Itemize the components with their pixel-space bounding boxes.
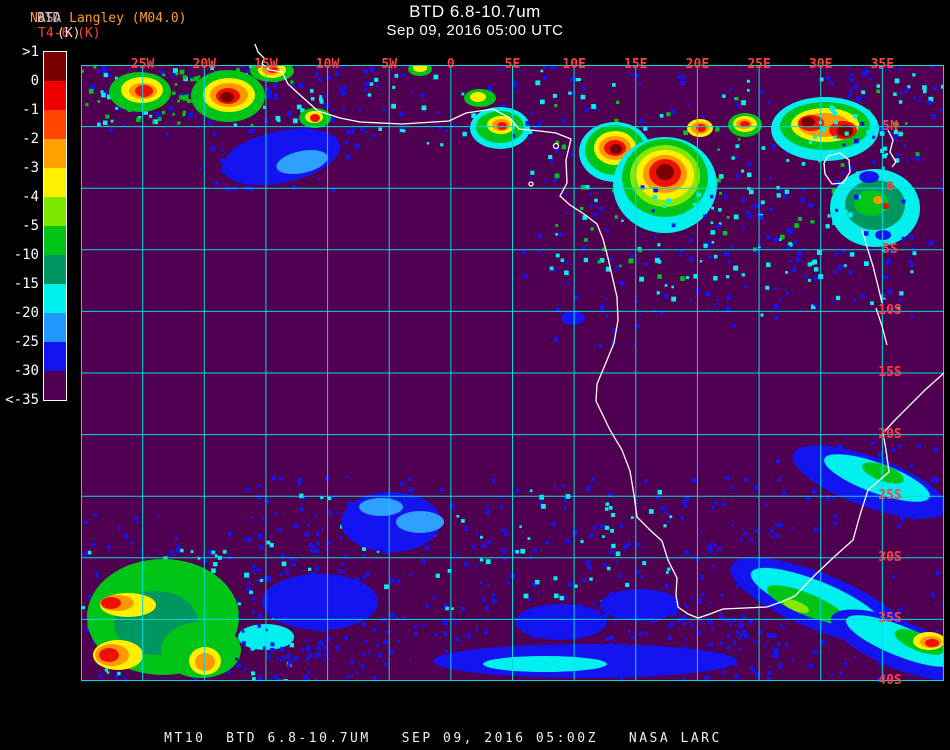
legend-color-bar bbox=[43, 51, 67, 401]
map-plot bbox=[81, 43, 945, 681]
legend-tick: -4 bbox=[22, 189, 39, 205]
legend-tick: -2 bbox=[22, 131, 39, 147]
legend-color-box bbox=[44, 342, 66, 371]
longitude-tick: 10W bbox=[315, 57, 340, 72]
image-title: BTD 6.8-10.7um Sep 09, 2016 05:00 UTC bbox=[0, 2, 950, 39]
map-canvas: 25W 20W 15W 10W 5W 0 5E 10E 15E 20E 25E 30E 35E 5N 0 5… bbox=[81, 43, 945, 688]
longitude-tick: 5E bbox=[504, 57, 521, 72]
latitude-tick: 35S bbox=[878, 611, 902, 627]
footer-caption: MT10 BTD 6.8-10.7UM SEP 09, 2016 05:00Z … bbox=[164, 731, 722, 746]
lake-turkana-outline bbox=[887, 129, 897, 168]
legend-color-box bbox=[44, 255, 66, 284]
latitude-tick: 15S bbox=[878, 365, 902, 380]
legend-color-box bbox=[44, 139, 66, 168]
units-label: T4-6 (K) bbox=[38, 26, 101, 41]
units-overlay-label: (K) bbox=[57, 26, 81, 41]
longitude-tick: 0 bbox=[446, 57, 455, 72]
latitude-tick: 25S bbox=[878, 488, 902, 504]
longitude-tick: 30E bbox=[808, 57, 833, 72]
legend-tick: -10 bbox=[13, 247, 39, 263]
site-label: NASA Langley (M04.0) bbox=[30, 11, 187, 26]
longitude-tick: 15E bbox=[624, 57, 648, 72]
legend-color-box bbox=[44, 81, 66, 110]
latitude-tick: 30S bbox=[878, 549, 902, 565]
legend-color-box bbox=[44, 110, 66, 139]
legend-color-box bbox=[44, 168, 66, 197]
rift-lake-outline bbox=[861, 229, 883, 304]
legend-color-box bbox=[44, 197, 66, 226]
cloud-layer bbox=[81, 65, 944, 681]
africa-coastline bbox=[254, 43, 945, 619]
legend-tick: -3 bbox=[22, 160, 39, 176]
latitude-tick: 10S bbox=[878, 303, 902, 319]
legend-color-box bbox=[44, 313, 66, 342]
legend-color-box bbox=[44, 226, 66, 255]
lake-victoria-outline bbox=[823, 152, 851, 185]
longitude-tick: 20E bbox=[685, 57, 710, 72]
legend-tick: -5 bbox=[22, 218, 39, 234]
title-product: BTD 6.8-10.7um bbox=[409, 2, 541, 21]
coastline-layer bbox=[254, 43, 945, 619]
legend-tick: -15 bbox=[13, 276, 39, 292]
latitude-tick: 20S bbox=[878, 426, 902, 442]
rift-lake-outline bbox=[875, 307, 888, 346]
legend-tick: 0 bbox=[30, 73, 39, 89]
longitude-tick: 35E bbox=[870, 57, 895, 72]
longitude-tick: 25E bbox=[747, 57, 771, 72]
legend-tick: -20 bbox=[13, 305, 39, 321]
legend-tick: <-35 bbox=[5, 392, 39, 408]
longitude-tick: 5W bbox=[381, 57, 398, 72]
product-overlay-label: BTD bbox=[37, 11, 61, 26]
longitude-tick: 25W bbox=[130, 57, 155, 72]
longitude-tick: 10E bbox=[562, 57, 586, 72]
legend-tick: >1 bbox=[22, 44, 39, 60]
latitude-tick: 0 bbox=[886, 180, 894, 196]
legend-color-box bbox=[44, 52, 66, 81]
product-header: NASA Langley (M04.0) BTD T4-6 (K) (K) bbox=[0, 0, 330, 50]
legend-color-box bbox=[44, 371, 66, 400]
title-datetime: Sep 09, 2016 05:00 UTC bbox=[386, 22, 564, 39]
longitude-tick: 20W bbox=[192, 57, 217, 72]
legend-tick: -25 bbox=[13, 334, 39, 350]
island-outline bbox=[552, 142, 560, 150]
legend-tick: -30 bbox=[13, 363, 39, 379]
legend-tick: -1 bbox=[22, 102, 39, 118]
longitude-tick: 15W bbox=[254, 57, 278, 72]
legend-color-box bbox=[44, 284, 66, 313]
latitude-tick: 5N bbox=[882, 118, 898, 134]
latitude-tick: 5S bbox=[882, 241, 898, 257]
island-outline bbox=[528, 181, 534, 187]
latitude-tick: 40S bbox=[878, 673, 902, 688]
